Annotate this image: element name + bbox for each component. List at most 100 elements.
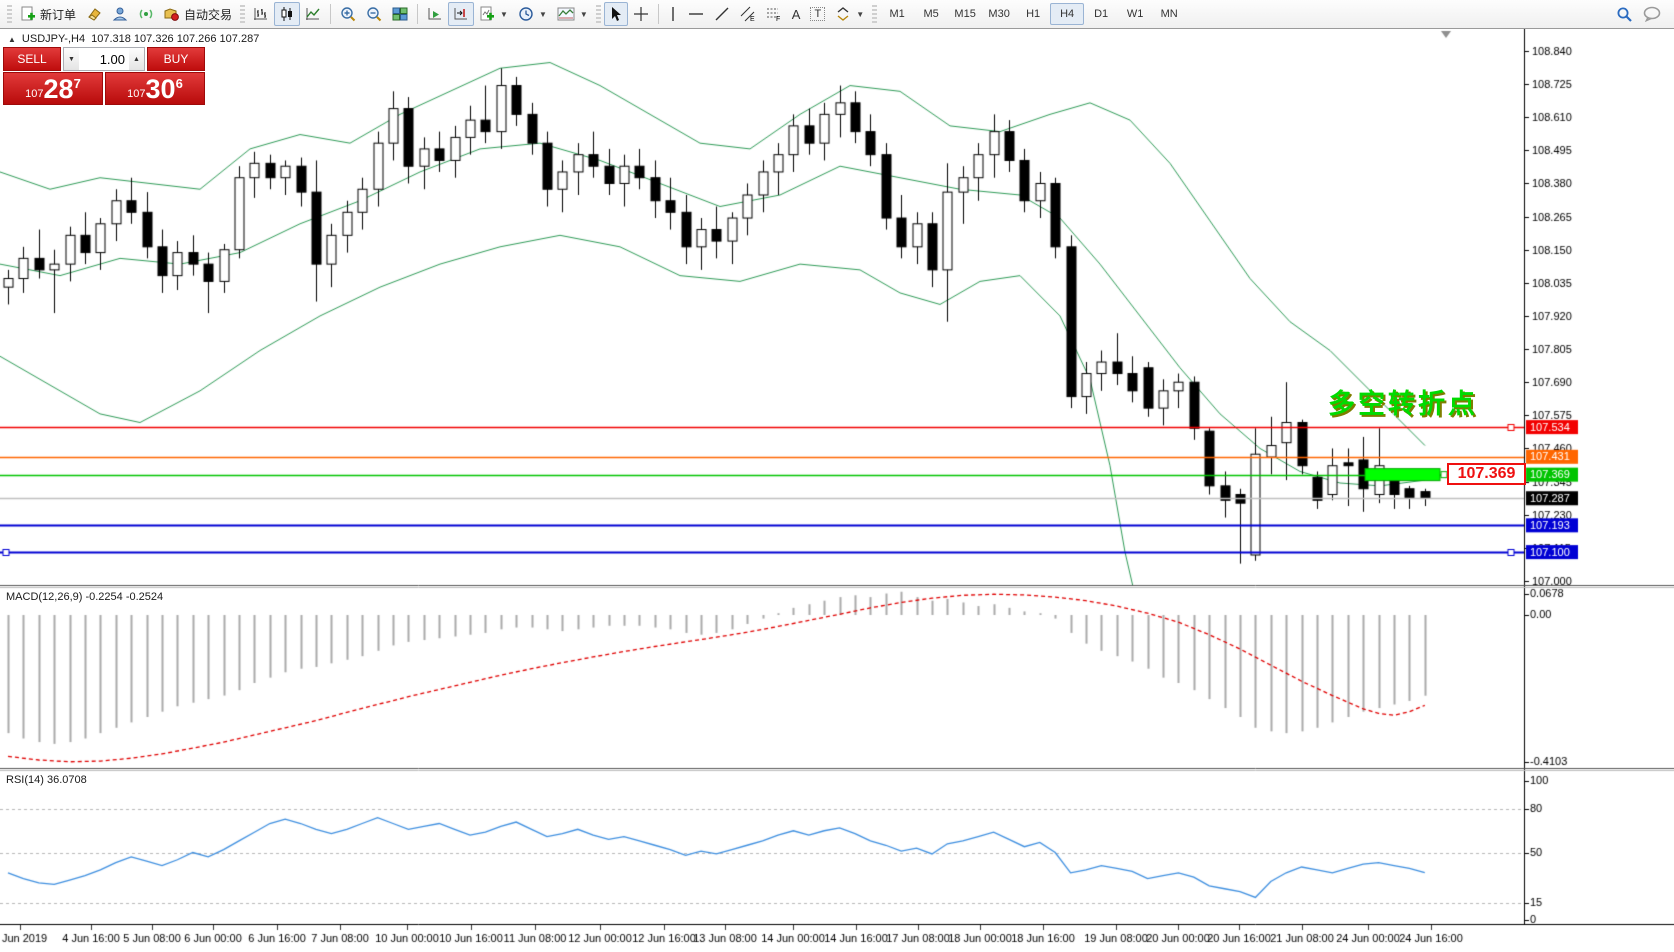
chart-type-group — [248, 0, 326, 28]
crosshair-icon — [633, 6, 649, 22]
arrows-icon — [835, 6, 851, 22]
autotrading-button[interactable]: 自动交易 — [159, 2, 237, 26]
symbol-period-label: USDJPY-,H4 — [21, 33, 86, 45]
profile-button[interactable] — [107, 2, 133, 26]
cursor-button[interactable] — [603, 2, 628, 26]
volume-decrease-button[interactable]: ▼ — [64, 48, 79, 70]
text-label-button[interactable]: T — [805, 2, 830, 26]
profile-icon — [112, 6, 128, 22]
horizontal-line-button[interactable] — [683, 2, 709, 26]
sell-button[interactable]: SELL — [3, 47, 61, 71]
cursor-icon — [609, 6, 623, 22]
toolbar-grip[interactable] — [7, 5, 12, 23]
trendline-button[interactable] — [709, 2, 735, 26]
crosshair-button[interactable] — [628, 2, 654, 26]
timeframe-w1[interactable]: W1 — [1126, 8, 1144, 20]
sell-price-button[interactable]: 107 28 7 — [3, 72, 103, 105]
volume-stepper: ▼ ▲ — [63, 47, 145, 71]
bar-chart-button[interactable] — [248, 2, 274, 26]
fibonacci-icon: F — [766, 6, 782, 22]
dropdown-group: ▼ ▼ ▼ — [474, 0, 593, 28]
sell-price-sup: 7 — [73, 76, 81, 91]
autotrading-label: 自动交易 — [184, 7, 233, 22]
chart-canvas[interactable] — [0, 29, 1674, 952]
eraser-button[interactable] — [81, 2, 107, 26]
symbol-ohlc-line: ▲ USDJPY-,H4 107.318 107.326 107.266 107… — [8, 33, 259, 45]
buy-price-main: 30 — [145, 74, 176, 104]
vertical-line-button[interactable] — [663, 2, 683, 26]
fibonacci-button[interactable]: F — [761, 2, 787, 26]
buy-button[interactable]: BUY — [147, 47, 205, 71]
rsi-label: RSI(14) 36.0708 — [6, 774, 87, 786]
signals-button[interactable] — [133, 2, 159, 26]
timeframe-h4[interactable]: H4 — [1050, 3, 1085, 25]
timeframe-m1[interactable]: M1 — [889, 8, 905, 20]
toolbar-grip[interactable] — [595, 5, 601, 23]
annotation-text[interactable]: 多空转折点 — [1328, 389, 1478, 419]
zoom-out-button[interactable] — [361, 2, 387, 26]
bar-chart-icon — [253, 6, 269, 22]
periods-clock-icon — [518, 6, 534, 22]
arrows-button[interactable]: ▼ — [830, 2, 869, 26]
auto-scroll-button[interactable] — [422, 2, 448, 26]
text-button[interactable]: A — [787, 2, 806, 26]
zoom-group — [335, 0, 413, 28]
trendline-icon — [714, 6, 730, 22]
indicators-button[interactable]: ▼ — [474, 2, 513, 26]
timeframe-m15[interactable]: M15 — [954, 8, 976, 20]
chevron-down-icon: ▼ — [579, 9, 588, 19]
timeframe-d1[interactable]: D1 — [1094, 8, 1109, 20]
standard-group: 新订单 自动交易 — [15, 0, 237, 28]
tile-windows-icon — [392, 6, 408, 22]
toolbar: 新订单 自动交易 — [0, 0, 1674, 29]
new-order-icon — [20, 6, 36, 22]
zoom-out-icon — [366, 6, 382, 22]
buy-price-button[interactable]: 107 30 6 — [105, 72, 205, 105]
svg-text:F: F — [776, 16, 780, 22]
toolbar-right — [1616, 6, 1670, 23]
candlestick-chart-icon — [279, 6, 295, 22]
volume-increase-button[interactable]: ▲ — [129, 48, 144, 70]
text-label-icon: T — [810, 7, 826, 21]
new-order-button[interactable]: 新订单 — [15, 2, 81, 26]
timeframe-mn[interactable]: MN — [1160, 8, 1178, 20]
line-chart-button[interactable] — [300, 2, 326, 26]
price-level-label[interactable]: 107.369 — [1447, 463, 1526, 485]
indicators-icon — [479, 6, 495, 22]
macd-label: MACD(12,26,9) -0.2254 -0.2524 — [6, 591, 164, 603]
timeframe-m30[interactable]: M30 — [988, 8, 1010, 20]
zoom-in-button[interactable] — [335, 2, 361, 26]
signals-icon — [138, 6, 154, 22]
candlestick-chart-button[interactable] — [274, 2, 301, 26]
zoom-in-icon — [340, 6, 356, 22]
chart-shift-button[interactable] — [448, 2, 475, 26]
toolbar-grip[interactable] — [240, 5, 246, 23]
eraser-icon — [86, 6, 102, 22]
text-icon: A — [791, 6, 801, 22]
chat-icon[interactable] — [1643, 6, 1662, 22]
templates-button[interactable]: ▼ — [552, 2, 593, 26]
horizontal-line-icon — [688, 9, 704, 19]
timeframe-h1[interactable]: H1 — [1026, 8, 1041, 20]
search-icon[interactable] — [1616, 6, 1633, 23]
periods-button[interactable]: ▼ — [513, 2, 552, 26]
buy-price-base: 107 — [127, 88, 146, 100]
drawing-group: E F A T ▼ — [603, 0, 869, 28]
collapse-panel-arrow-icon[interactable]: ▲ — [8, 34, 16, 44]
timeframe-m5[interactable]: M5 — [923, 8, 939, 20]
chevron-down-icon: ▼ — [500, 9, 508, 19]
autotrading-icon — [164, 6, 180, 22]
volume-input[interactable] — [79, 48, 129, 70]
tile-windows-button[interactable] — [387, 2, 413, 26]
svg-text:E: E — [750, 16, 755, 22]
ohlc-values: 107.318 107.326 107.266 107.287 — [91, 33, 260, 45]
scroll-group — [422, 0, 475, 28]
sell-price-main: 28 — [43, 74, 74, 104]
equidistant-channel-button[interactable]: E — [735, 2, 761, 26]
buy-price-sup: 6 — [175, 76, 183, 91]
auto-scroll-icon — [427, 6, 443, 22]
toolbar-grip[interactable] — [872, 5, 878, 23]
timeframe-group: M1 M5 M15 M30 H1 H4 D1 W1 MN — [880, 0, 1186, 28]
